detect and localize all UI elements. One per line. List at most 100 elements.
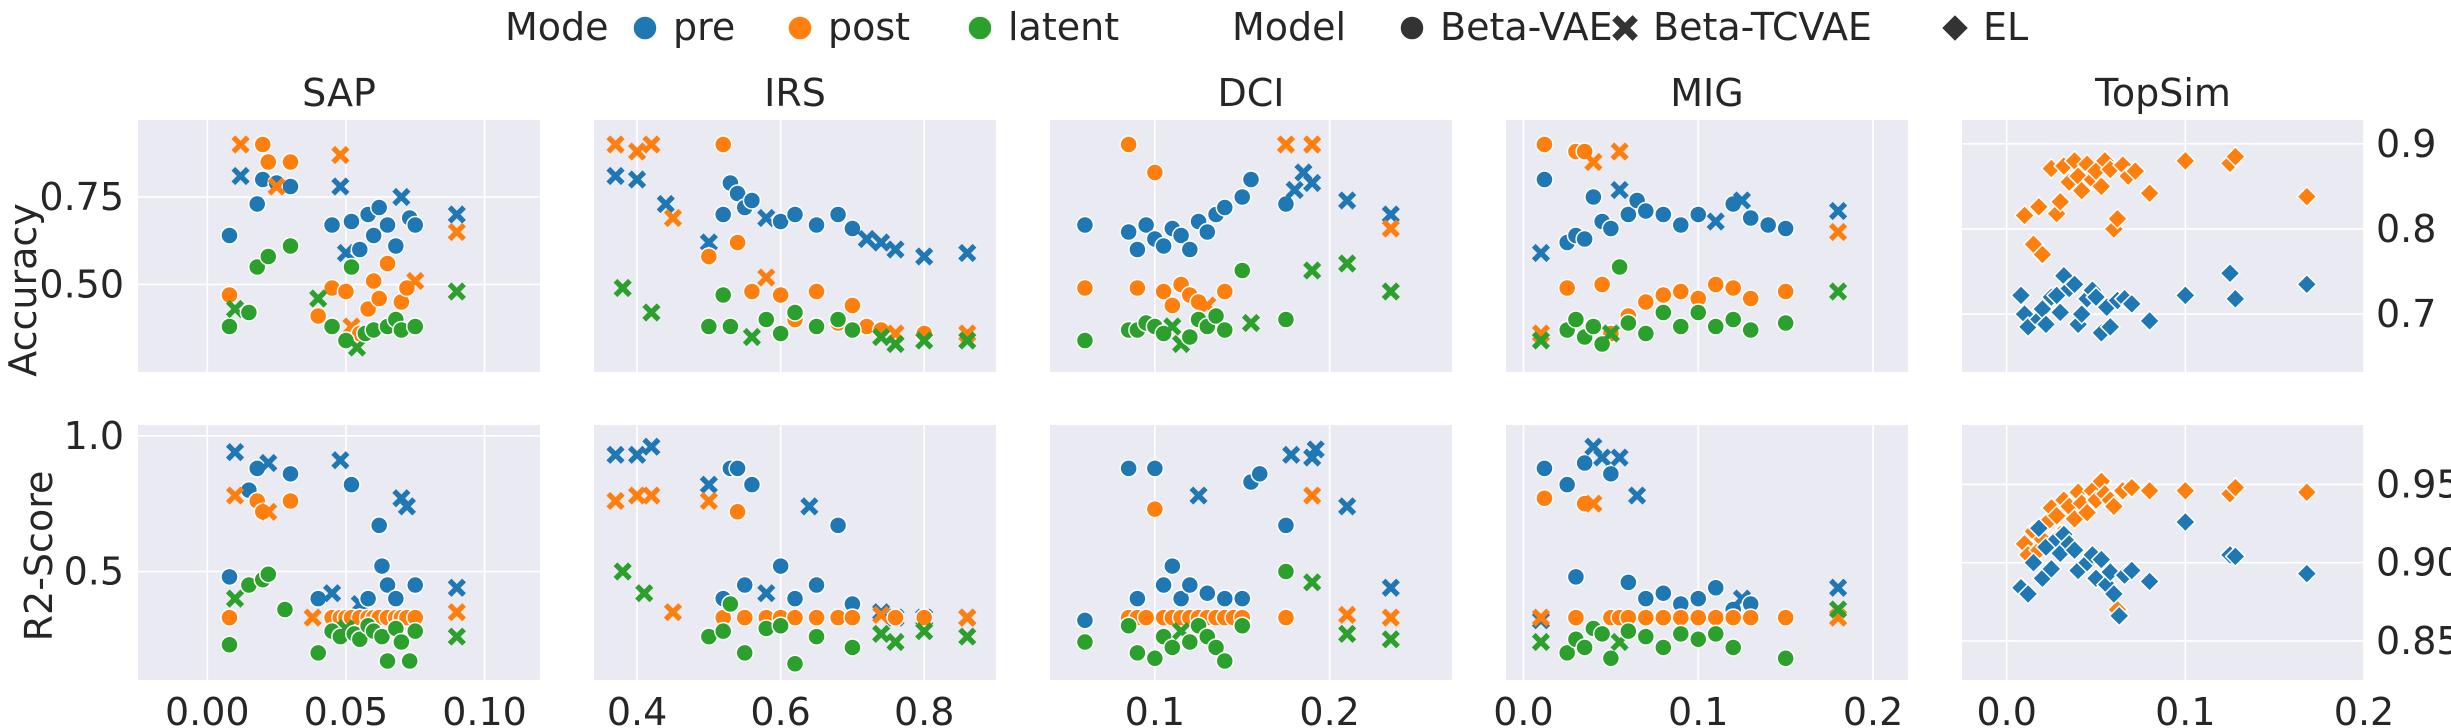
- pre-x-point: [627, 445, 647, 464]
- pre-circle-point: [1557, 475, 1577, 494]
- post-diamond-point: [2070, 179, 2093, 202]
- pre-diamond-point: [2108, 605, 2131, 627]
- post-circle-point: [364, 271, 383, 291]
- pre-circle-point: [369, 198, 389, 217]
- post-circle-point: [1776, 282, 1795, 301]
- post-x-point: [231, 135, 250, 154]
- pre-circle-point: [1145, 459, 1165, 478]
- latent-circle-point: [336, 331, 356, 350]
- pre-circle-point: [735, 575, 754, 595]
- latent-circle-point: [1233, 261, 1252, 280]
- pre-circle-point: [1601, 219, 1621, 238]
- pre-circle-point: [1575, 229, 1594, 249]
- pre-x-point: [392, 187, 411, 207]
- pre-circle-point: [843, 219, 862, 238]
- pre-circle-point: [1535, 459, 1554, 478]
- pre-diamond-point: [2063, 539, 2086, 561]
- latent-circle-point: [1723, 638, 1743, 657]
- pre-x-point: [1285, 180, 1304, 200]
- latent-circle-point: [1128, 643, 1147, 663]
- post-circle-point: [699, 247, 719, 266]
- latent-circle-point: [713, 285, 733, 305]
- pre-circle-point: [342, 475, 361, 494]
- pre-diamond-point: [2219, 262, 2241, 285]
- latent-circle-point: [1206, 638, 1226, 657]
- post-circle-point: [1276, 608, 1296, 627]
- latent-circle-point: [259, 564, 278, 584]
- post-circle-point: [914, 608, 934, 627]
- post-circle-point: [1671, 608, 1691, 627]
- pre-x-point: [1306, 440, 1325, 459]
- pre-diamond-point: [2224, 287, 2247, 310]
- latent-circle-point: [281, 236, 300, 256]
- pre-circle-point: [828, 205, 848, 224]
- pre-x-point: [322, 584, 342, 603]
- latent-x-point: [309, 289, 328, 308]
- latent-circle-point: [721, 317, 740, 336]
- latent-circle-point: [1145, 649, 1165, 668]
- post-x-point: [1610, 142, 1629, 161]
- pre-x-point: [1610, 180, 1629, 200]
- panel-title: IRS: [764, 71, 826, 115]
- y-tick-label: 1.0: [64, 414, 124, 458]
- post-x-point: [259, 502, 278, 521]
- pre-circle-point: [1601, 464, 1621, 484]
- pre-x-point: [1706, 212, 1725, 231]
- post-circle-point: [281, 152, 300, 172]
- latent-x-point: [447, 282, 466, 301]
- row-labels: Accuracy R2-Score: [1, 203, 61, 641]
- panel-topsim-accuracy: 0.7 0.8 0.9 TopSim: [1962, 71, 2436, 372]
- latent-circle-point: [807, 627, 826, 646]
- points: [1531, 135, 1848, 354]
- latent-x-point: [872, 624, 891, 643]
- pre-circle-point: [386, 589, 406, 608]
- plot-area: [1962, 120, 2364, 372]
- latent-x-point: [1601, 324, 1620, 343]
- latent-circle-point: [220, 635, 239, 654]
- latent-circle-point: [1557, 643, 1577, 663]
- post-circle-point: [807, 282, 826, 301]
- latent-circle-point: [372, 627, 392, 646]
- latent-circle-point: [1575, 638, 1594, 657]
- pre-circle-point: [281, 177, 300, 196]
- latent-x-point: [1338, 254, 1357, 273]
- pre-x-point: [331, 177, 350, 196]
- latent-circle-point: [1584, 317, 1603, 336]
- latent-circle-point: [1276, 562, 1296, 581]
- pre-circle-point: [322, 215, 342, 235]
- post-circle-point: [742, 282, 762, 301]
- latent-circle-point: [405, 621, 425, 641]
- post-diamond-point: [2120, 476, 2143, 499]
- post-circle-point: [771, 285, 790, 305]
- pre-diamond-point: [2224, 545, 2247, 568]
- pre-diamond-point: [2295, 562, 2318, 585]
- pre-diamond-point: [2063, 273, 2086, 296]
- legend-beta-vae-marker: [1399, 15, 1425, 41]
- points: [220, 443, 466, 671]
- post-circle-point: [843, 296, 862, 315]
- pre-circle-point: [378, 215, 397, 235]
- latent-circle-point: [275, 600, 295, 619]
- latent-x-point: [447, 627, 466, 646]
- post-x-point: [872, 605, 891, 624]
- post-circle-point: [1723, 608, 1743, 627]
- latent-circle-point: [807, 317, 826, 336]
- latent-circle-point: [771, 324, 790, 343]
- pre-x-point: [1189, 486, 1208, 505]
- latent-x-point: [613, 562, 632, 581]
- pre-circle-point: [386, 236, 406, 256]
- latent-x-point: [915, 622, 934, 641]
- latent-circle-point: [757, 310, 776, 329]
- pre-circle-point: [364, 226, 383, 245]
- legend-pre-marker: [632, 15, 658, 41]
- pre-diamond-point: [2120, 559, 2143, 582]
- post-diamond-point: [2031, 243, 2054, 266]
- post-circle-point: [1636, 292, 1656, 312]
- post-x-point: [225, 486, 245, 505]
- latent-circle-point: [308, 643, 328, 663]
- latent-circle-point: [1163, 638, 1182, 657]
- panel-topsim-r2-score: 0.85 0.90 0.95 0.0 0.1 0.2: [1962, 425, 2451, 728]
- post-x-point: [757, 268, 776, 287]
- latent-x-point: [886, 334, 905, 354]
- pre-circle-point: [1215, 198, 1235, 217]
